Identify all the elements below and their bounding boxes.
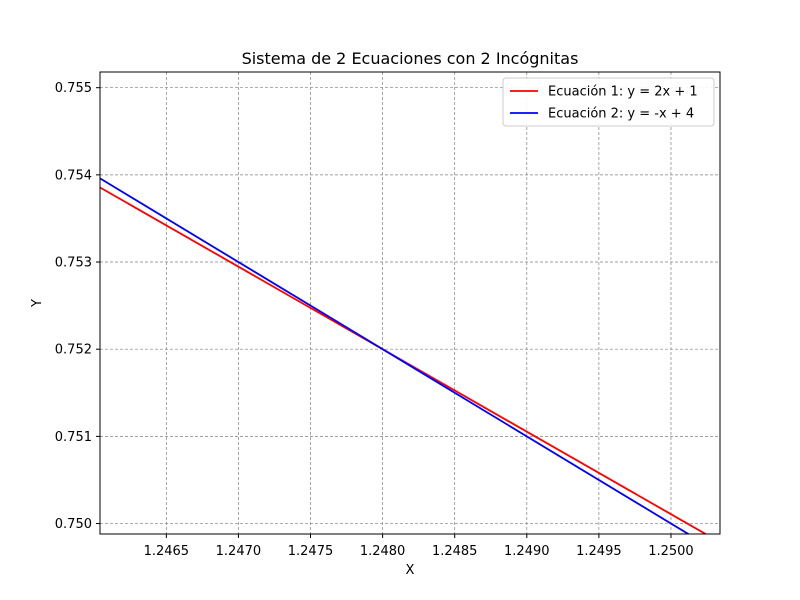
y-tick-label: 0.750 [55,517,92,532]
x-tick-label: 1.2495 [576,544,622,559]
x-tick-label: 1.2485 [432,544,478,559]
x-tick-label: 1.2465 [144,544,190,559]
y-tick-label: 0.752 [55,343,92,358]
x-tick-label: 1.2470 [216,544,262,559]
x-tick-label: 1.2475 [288,544,334,559]
plot-frame [99,71,721,535]
y-tick-label: 0.751 [55,430,92,445]
x-tick-label: 1.2500 [648,544,694,559]
series-line-2 [100,177,691,534]
y-tick-label: 0.754 [55,168,92,183]
y-axis-label: Y [30,299,45,308]
legend: Ecuación 1: y = 2x + 1 Ecuación 2: y = -x… [502,77,715,127]
ticks: 1.2465 1.2470 1.2475 1.2480 1.2485 1.2490 1.24… [55,81,694,559]
x-tick-label: 1.2490 [504,544,550,559]
x-tick-label: 1.2480 [360,544,406,559]
legend-box [502,77,715,127]
x-axis-label: X [406,563,415,578]
legend-label: Ecuación 2: y = -x + 4 [548,107,694,122]
legend-label: Ecuación 1: y = 2x + 1 [548,85,698,100]
grid [100,72,720,534]
y-tick-label: 0.755 [55,81,92,96]
series-layer [100,177,708,534]
chart-title: Sistema de 2 Ecuaciones con 2 Incógnitas [242,49,579,68]
y-tick-label: 0.753 [55,256,92,271]
